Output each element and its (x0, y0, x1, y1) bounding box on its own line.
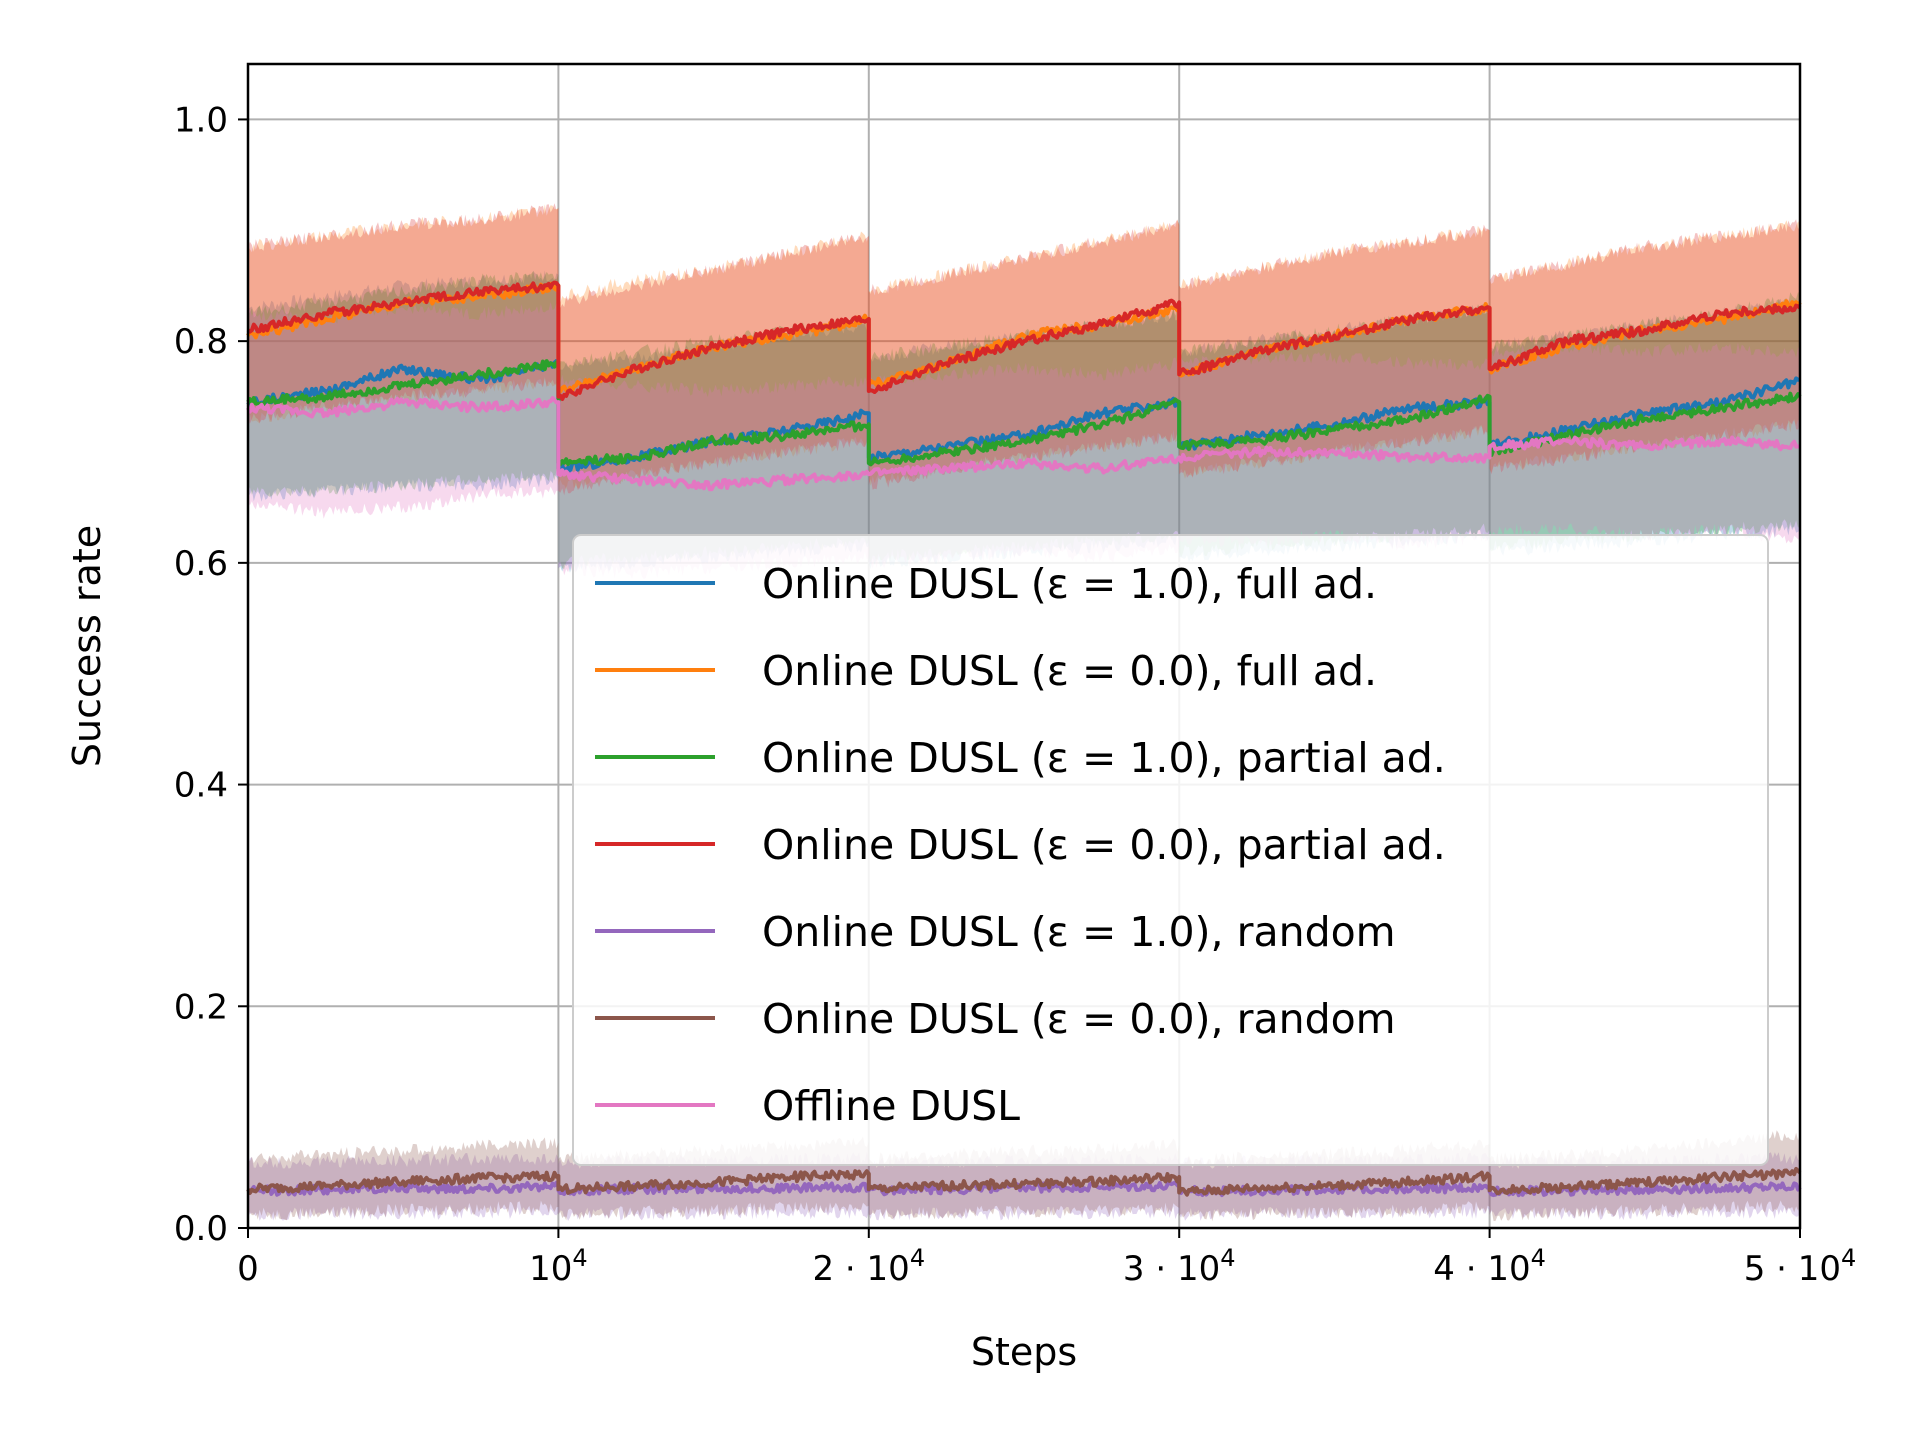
plot-frame (246, 62, 1802, 1230)
x-axis-label: Steps (971, 1330, 1077, 1374)
axis-ticks: 0 104 2 · 104 3 · 104 4 · 104 5 · 104 0.0 0.2 0.… (174, 100, 1856, 1289)
y-axis-label: Success rate (65, 525, 109, 767)
band-series-3 (248, 203, 1800, 496)
series-lines (246, 280, 1802, 1198)
y-tick-label: 0.6 (174, 544, 228, 584)
x-tick-label: 4 · 104 (1433, 1244, 1546, 1289)
line-series-3 (246, 280, 1802, 401)
x-tick-label: 104 (529, 1244, 588, 1289)
legend: Online DUSL (ε = 1.0), full ad. Online DU… (572, 534, 1769, 1166)
legend-label: Online DUSL (ε = 1.0), full ad. (762, 560, 1377, 608)
y-tick-label: 0.2 (174, 987, 228, 1027)
y-tick-label: 0.4 (174, 766, 228, 806)
x-tick-label: 2 · 104 (812, 1244, 925, 1289)
legend-label: Online DUSL (ε = 0.0), full ad. (762, 647, 1377, 695)
band-series-2 (248, 271, 1800, 570)
legend-label: Offline DUSL (762, 1082, 1020, 1130)
y-tick-label: 0.0 (174, 1209, 228, 1249)
x-tick-label: 5 · 104 (1744, 1244, 1857, 1289)
x-tick-label: 3 · 104 (1123, 1244, 1236, 1289)
y-tick-label: 1.0 (174, 100, 228, 140)
line-series-5 (246, 1166, 1802, 1197)
legend-box (572, 534, 1769, 1166)
legend-label: Online DUSL (ε = 1.0), random (762, 908, 1396, 956)
legend-label: Online DUSL (ε = 1.0), partial ad. (762, 734, 1446, 782)
x-tick-label: 0 (237, 1249, 259, 1289)
y-tick-label: 0.8 (174, 322, 228, 362)
legend-label: Online DUSL (ε = 0.0), random (762, 995, 1396, 1043)
legend-label: Online DUSL (ε = 0.0), partial ad. (762, 821, 1446, 869)
band-series-0 (248, 270, 1800, 573)
line-series-6 (246, 396, 1801, 492)
